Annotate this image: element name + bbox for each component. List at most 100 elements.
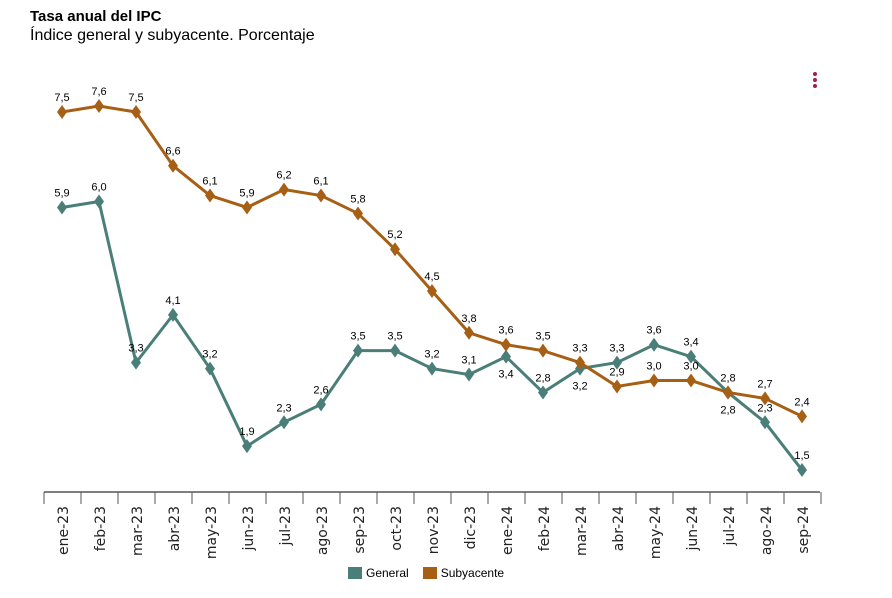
data-label: 3,3 (128, 343, 143, 355)
legend-label: General (366, 566, 409, 580)
data-point[interactable] (723, 385, 733, 400)
x-tick-label: oct-23 (389, 506, 405, 551)
data-label: 4,1 (165, 295, 180, 307)
data-label: 3,3 (572, 343, 587, 355)
data-point[interactable] (686, 349, 696, 364)
data-label: 1,5 (794, 450, 809, 462)
data-label: 3,0 (646, 361, 661, 373)
legend: General Subyacente (348, 566, 504, 580)
data-point[interactable] (427, 284, 437, 299)
data-label: 3,6 (646, 325, 661, 337)
data-point[interactable] (575, 355, 585, 370)
data-point[interactable] (94, 194, 104, 209)
data-point[interactable] (612, 355, 622, 370)
data-label: 3,5 (535, 331, 550, 343)
data-point[interactable] (242, 439, 252, 454)
x-tick-label: nov-23 (426, 506, 442, 554)
data-point[interactable] (612, 379, 622, 394)
data-label: 3,4 (683, 337, 698, 349)
data-label: 5,2 (387, 229, 402, 241)
data-point[interactable] (205, 188, 215, 203)
data-point[interactable] (797, 409, 807, 424)
data-point[interactable] (464, 325, 474, 340)
data-label: 2,8 (535, 372, 550, 384)
x-tick-label: sep-24 (796, 506, 812, 554)
legend-label: Subyacente (440, 566, 505, 580)
data-label: 3,5 (350, 331, 365, 343)
legend-item-general[interactable]: General (348, 566, 409, 580)
data-point[interactable] (797, 463, 807, 478)
data-label: 3,0 (683, 361, 698, 373)
data-point[interactable] (501, 337, 511, 352)
data-point[interactable] (760, 391, 770, 406)
data-label: 2,3 (276, 402, 291, 414)
data-point[interactable] (205, 361, 215, 376)
data-point[interactable] (57, 200, 67, 215)
data-point[interactable] (427, 361, 437, 376)
data-point[interactable] (353, 343, 363, 358)
x-tick-label: mar-24 (574, 506, 590, 556)
data-label: 5,9 (239, 187, 254, 199)
data-point[interactable] (316, 397, 326, 412)
data-label: 2,8 (720, 372, 735, 384)
data-point[interactable] (279, 182, 289, 197)
data-point[interactable] (131, 105, 141, 119)
data-point[interactable] (538, 385, 548, 400)
data-label: 3,6 (498, 325, 513, 337)
data-point[interactable] (686, 373, 696, 388)
data-label: 7,6 (91, 86, 106, 98)
x-tick-label: ago-24 (759, 506, 775, 555)
data-point[interactable] (649, 373, 659, 388)
data-label: 3,3 (609, 343, 624, 355)
data-label: 3,8 (461, 313, 476, 325)
chart-title: Tasa anual del IPC (30, 8, 162, 25)
data-label: 7,5 (128, 92, 143, 104)
x-tick-label: may-24 (648, 506, 664, 559)
data-label: 5,9 (54, 187, 69, 199)
data-point[interactable] (168, 307, 178, 322)
data-labels: 5,9 6,0 3,3 4,1 3,2 1,9 2,3 2,6 3,5 3,5 3,2 3,1 3,4 2… (54, 86, 809, 462)
legend-item-subyacente[interactable]: Subyacente (422, 566, 505, 580)
more-options-icon[interactable] (812, 72, 818, 90)
x-tick-label: ago-23 (315, 506, 331, 555)
data-label: 6,1 (202, 176, 217, 188)
data-point[interactable] (538, 343, 548, 358)
x-tick-label: mar-23 (130, 506, 146, 556)
data-label: 3,2 (202, 349, 217, 361)
data-point[interactable] (353, 206, 363, 221)
data-label: 4,5 (424, 271, 439, 283)
data-point[interactable] (168, 158, 178, 173)
x-tick-label: may-23 (204, 506, 220, 559)
data-label: 3,2 (572, 381, 587, 393)
x-tick-label: dic-23 (463, 506, 479, 549)
data-point[interactable] (390, 343, 400, 358)
data-point[interactable] (464, 367, 474, 382)
data-point[interactable] (316, 188, 326, 203)
data-label: 2,8 (720, 404, 735, 416)
data-label: 1,9 (239, 426, 254, 438)
data-label: 7,5 (54, 92, 69, 104)
x-tick-label: feb-24 (537, 506, 553, 551)
data-point[interactable] (131, 355, 141, 370)
x-tick-label: feb-23 (93, 506, 109, 551)
data-label: 3,4 (498, 369, 513, 381)
x-tick-label: sep-23 (352, 506, 368, 554)
x-tick-label: jul-23 (278, 506, 294, 547)
data-label: 6,1 (313, 176, 328, 188)
data-label: 2,4 (794, 396, 809, 408)
x-tick-label: jun-23 (241, 506, 257, 552)
data-label: 2,9 (609, 366, 624, 378)
data-point[interactable] (242, 200, 252, 215)
data-point[interactable] (501, 349, 511, 364)
data-point[interactable] (760, 415, 770, 430)
data-point[interactable] (279, 415, 289, 430)
data-point[interactable] (94, 99, 104, 114)
data-point[interactable] (649, 337, 659, 352)
data-point[interactable] (57, 105, 67, 119)
legend-swatch-general (348, 567, 362, 579)
data-point[interactable] (390, 242, 400, 257)
data-label: 6,6 (165, 146, 180, 158)
x-tick-label: ene-23 (56, 506, 72, 555)
chart-subtitle: Índice general y subyacente. Porcentaje (30, 27, 315, 44)
